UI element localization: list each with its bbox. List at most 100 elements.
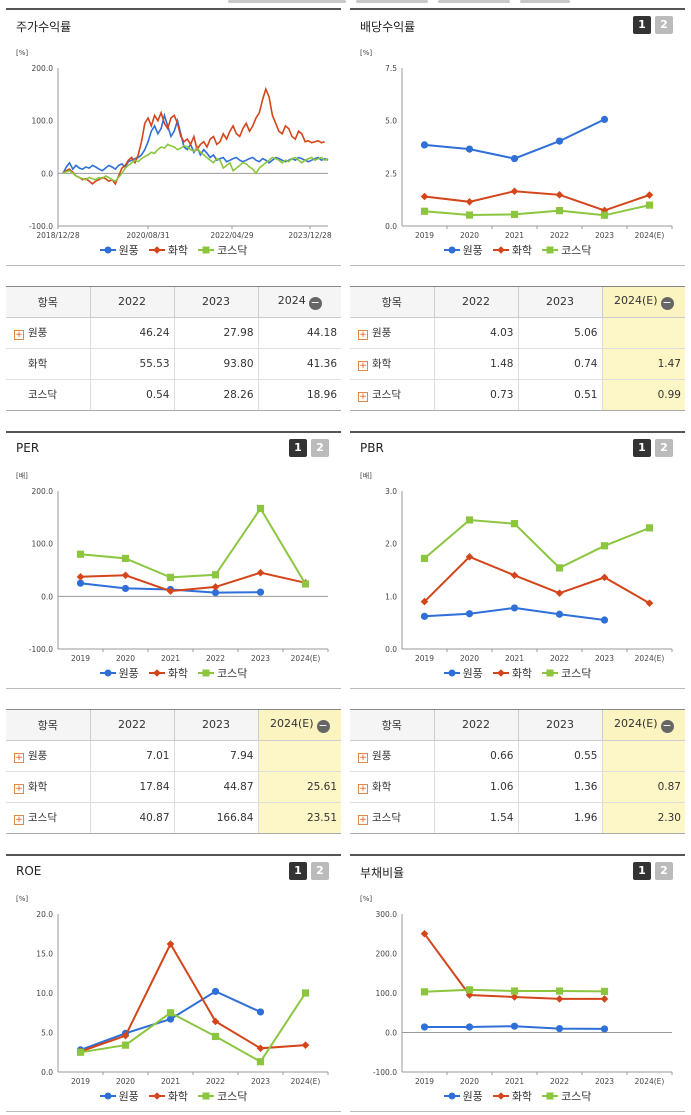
- pager-button-1[interactable]: 1: [289, 862, 307, 880]
- table-header-cell: 2023: [174, 287, 259, 318]
- pager-button-2[interactable]: 2: [311, 862, 329, 880]
- legend-marker-icon: [198, 246, 215, 254]
- pager-button-2[interactable]: 2: [655, 439, 673, 457]
- expand-plus-icon[interactable]: +: [358, 753, 368, 763]
- data-point-코스닥: [420, 554, 429, 563]
- legend-item[interactable]: 화학: [148, 665, 189, 681]
- data-table: 항목 2022 2023 2024− + 원풍 46.24 27.98 44.18 화학 55.53…: [6, 287, 341, 411]
- x-tick-label: 2018/12/28: [36, 231, 79, 240]
- table-header-cell: 2022: [90, 287, 175, 318]
- x-tick-label: 2023: [251, 1077, 270, 1086]
- y-tick-label: 20.0: [36, 910, 53, 919]
- top-tab-segment[interactable]: [228, 0, 346, 3]
- x-tick-label: 2019: [415, 1077, 434, 1086]
- x-tick-label: 2023: [595, 231, 614, 240]
- legend-item[interactable]: 화학: [148, 1088, 188, 1104]
- table-row: + 코스닥 1.54 1.96 2.30: [350, 802, 685, 834]
- chart-legend: 원풍 화학 코스닥: [6, 242, 341, 258]
- header-label: 2024(E): [269, 716, 314, 730]
- legend-item[interactable]: 화학: [492, 665, 532, 681]
- top-tab-segment[interactable]: [438, 0, 510, 3]
- panel-title: 부채비율: [360, 866, 405, 880]
- data-point-코스닥: [600, 987, 609, 996]
- legend-marker-icon: [99, 1092, 116, 1100]
- data-point-원풍: [555, 1024, 564, 1033]
- legend-item[interactable]: 코스닥: [198, 665, 247, 681]
- x-tick-label: 2020: [116, 1077, 135, 1086]
- data-point-코스닥: [465, 986, 474, 994]
- expand-plus-icon[interactable]: +: [358, 815, 368, 825]
- table-header-cell: 2022: [90, 710, 175, 741]
- legend-item[interactable]: 코스닥: [198, 242, 247, 258]
- row-name: 코스닥: [28, 389, 57, 401]
- legend-label: 코스닥: [561, 1090, 592, 1103]
- collapse-minus-icon[interactable]: −: [660, 295, 674, 310]
- data-point-코스닥: [645, 201, 654, 209]
- row-name: 원풍: [28, 750, 48, 762]
- data-point-화학: [420, 597, 429, 606]
- y-tick-label: 100.0: [32, 540, 54, 549]
- expand-plus-icon[interactable]: +: [358, 361, 368, 371]
- legend-item[interactable]: 화학: [148, 242, 188, 258]
- table-header-cell: 항목: [6, 287, 91, 318]
- legend-item[interactable]: 코스닥: [542, 1088, 591, 1104]
- collapse-minus-icon[interactable]: −: [660, 718, 674, 733]
- header-label: 2023: [546, 295, 574, 309]
- pager-button-1[interactable]: 1: [633, 439, 651, 457]
- collapse-minus-icon[interactable]: −: [316, 718, 330, 733]
- x-tick-label: 2020/08/31: [126, 231, 169, 240]
- header-label: 2022: [118, 295, 146, 309]
- value-cell: 46.24: [90, 317, 175, 349]
- expand-plus-icon[interactable]: +: [14, 753, 24, 763]
- row-name: 원풍: [28, 327, 48, 339]
- x-tick-label: 2022: [550, 654, 569, 663]
- data-point-화학: [256, 1044, 265, 1053]
- data-point-화학: [420, 192, 429, 201]
- top-tab-segment[interactable]: [356, 0, 428, 3]
- top-tab-segment[interactable]: [520, 0, 570, 3]
- row-name-cell: + 화학: [350, 771, 435, 803]
- legend-item[interactable]: 화학: [492, 1088, 532, 1104]
- y-tick-label: 10.0: [36, 989, 53, 998]
- legend-marker-icon: [443, 1092, 460, 1100]
- legend-label: 화학: [167, 667, 189, 680]
- data-point-코스닥: [211, 571, 220, 579]
- pager-button-2[interactable]: 2: [655, 862, 673, 880]
- legend-item[interactable]: 화학: [492, 242, 532, 258]
- header-label: 2023: [202, 718, 230, 732]
- expand-plus-icon[interactable]: +: [14, 784, 24, 794]
- legend-item[interactable]: 원풍: [443, 1088, 483, 1104]
- expand-plus-icon[interactable]: +: [358, 784, 368, 794]
- legend-item[interactable]: 원풍: [99, 1088, 139, 1104]
- legend-item[interactable]: 원풍: [99, 242, 139, 258]
- legend-item[interactable]: 원풍: [443, 242, 483, 258]
- data-point-화학: [600, 995, 609, 1003]
- legend-item[interactable]: 코스닥: [198, 1088, 247, 1104]
- collapse-minus-icon[interactable]: −: [308, 295, 322, 310]
- pager-button-2[interactable]: 2: [655, 16, 673, 34]
- panel-title: PBR: [360, 441, 384, 455]
- chart-svg: [%] 300.0 200.0 100.0 0.0 -100.0 2019 2020 2021 2…: [360, 895, 673, 1086]
- legend-item[interactable]: 원풍: [99, 665, 139, 681]
- legend-item[interactable]: 원풍: [443, 665, 483, 681]
- x-tick-label: 2023: [251, 654, 270, 663]
- pager-button-1[interactable]: 1: [633, 862, 651, 880]
- x-tick-label: 2024(E): [291, 1077, 321, 1086]
- unit-label: [배]: [360, 471, 372, 480]
- pager-button-1[interactable]: 1: [633, 16, 651, 34]
- expand-plus-icon[interactable]: +: [358, 392, 368, 402]
- pager-button-1[interactable]: 1: [289, 439, 307, 457]
- pager-button-2[interactable]: 2: [311, 439, 329, 457]
- legend-item[interactable]: 코스닥: [542, 242, 591, 258]
- value-cell: 17.84: [90, 771, 175, 803]
- expand-plus-icon[interactable]: +: [358, 330, 368, 340]
- table-stock-return: 항목 2022 2023 2024− + 원풍 46.24 27.98 44.18 화학 55.53…: [6, 286, 341, 411]
- expand-plus-icon[interactable]: +: [14, 815, 24, 825]
- data-point-원풍: [600, 616, 609, 624]
- expand-plus-icon[interactable]: +: [14, 330, 24, 340]
- row-name: 코스닥: [372, 812, 401, 824]
- y-tick-label: 15.0: [36, 950, 53, 959]
- legend-item[interactable]: 코스닥: [542, 665, 591, 681]
- y-tick-label: 200.0: [32, 64, 54, 73]
